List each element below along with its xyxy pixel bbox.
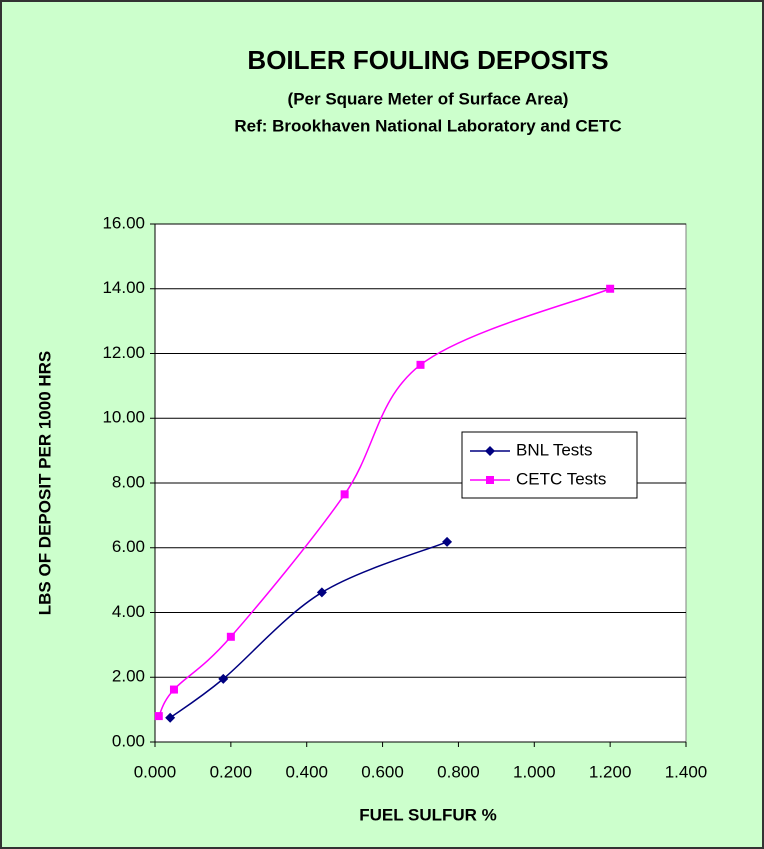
subtitle: (Per Square Meter of Surface Area) (288, 89, 569, 108)
marker (442, 536, 453, 547)
marker (340, 490, 349, 499)
marker (316, 587, 327, 598)
marker (226, 632, 235, 641)
y-tick-label: 12.00 (102, 343, 145, 362)
marker (165, 712, 176, 723)
y-tick-label: 14.00 (102, 278, 145, 297)
chart-title: BOILER FOULING DEPOSITS (247, 45, 608, 75)
x-tick-label: 0.400 (285, 762, 328, 781)
y-tick-label: 8.00 (112, 472, 145, 491)
x-tick-label: 0.000 (134, 762, 177, 781)
series-line (169, 541, 448, 719)
y-tick-label: 2.00 (112, 667, 145, 686)
y-tick-label: 4.00 (112, 602, 145, 621)
x-axis-label: FUEL SULFUR % (359, 805, 497, 824)
y-tick-label: 10.00 (102, 408, 145, 427)
marker (154, 712, 163, 721)
x-tick-label: 1.000 (513, 762, 556, 781)
legend-label: CETC Tests (516, 469, 606, 488)
x-tick-label: 0.600 (361, 762, 404, 781)
legend (461, 431, 638, 499)
y-tick-label: 6.00 (112, 537, 145, 556)
y-axis-label: LBS OF DEPOSIT PER 1000 HRS (35, 351, 54, 616)
subtitle: Ref: Brookhaven National Laboratory and … (234, 116, 621, 135)
x-tick-label: 1.400 (665, 762, 708, 781)
legend-marker (485, 446, 495, 456)
x-tick-label: 0.800 (437, 762, 480, 781)
x-tick-label: 1.200 (589, 762, 632, 781)
legend-marker (486, 476, 494, 484)
marker (416, 360, 425, 369)
marker (218, 673, 229, 684)
x-tick-label: 0.200 (210, 762, 253, 781)
marker (606, 284, 615, 293)
legend-label: BNL Tests (516, 440, 593, 459)
y-tick-label: 0.00 (112, 731, 145, 750)
marker (169, 685, 178, 694)
y-tick-label: 16.00 (102, 213, 145, 232)
